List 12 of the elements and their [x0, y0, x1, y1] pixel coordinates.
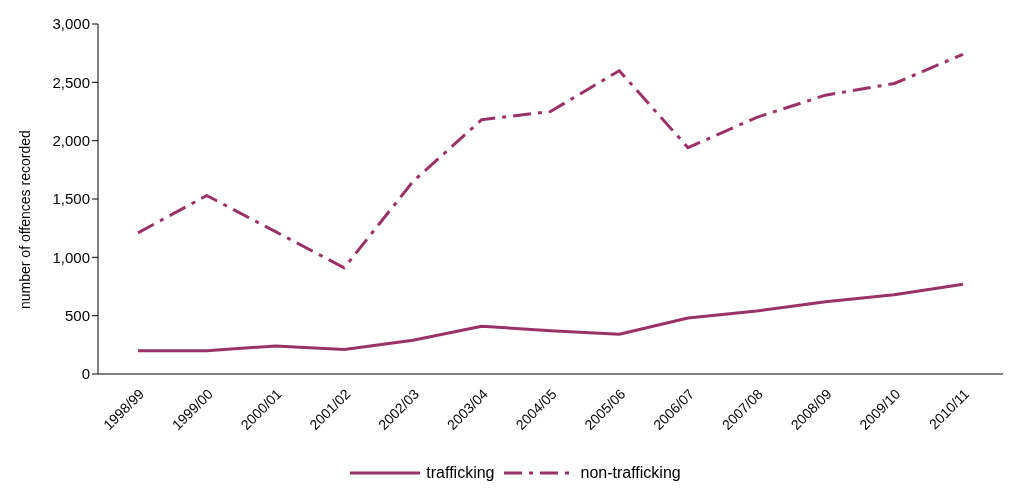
y-tick-label: 3,000 — [52, 15, 90, 33]
y-tick-label: 2,500 — [52, 73, 90, 91]
y-tick-label: 500 — [64, 306, 90, 324]
y-tick-label: 2,000 — [52, 131, 90, 149]
legend-label: non-trafficking — [580, 464, 681, 482]
line-series — [136, 52, 965, 270]
y-tick-label: 0 — [81, 365, 90, 383]
legend-label: trafficking — [426, 464, 495, 482]
line-series — [136, 282, 965, 353]
y-axis-title: number of offences recorded — [16, 130, 33, 309]
y-tick-label: 1,000 — [52, 248, 90, 266]
y-tick-label: 1,500 — [52, 190, 90, 208]
